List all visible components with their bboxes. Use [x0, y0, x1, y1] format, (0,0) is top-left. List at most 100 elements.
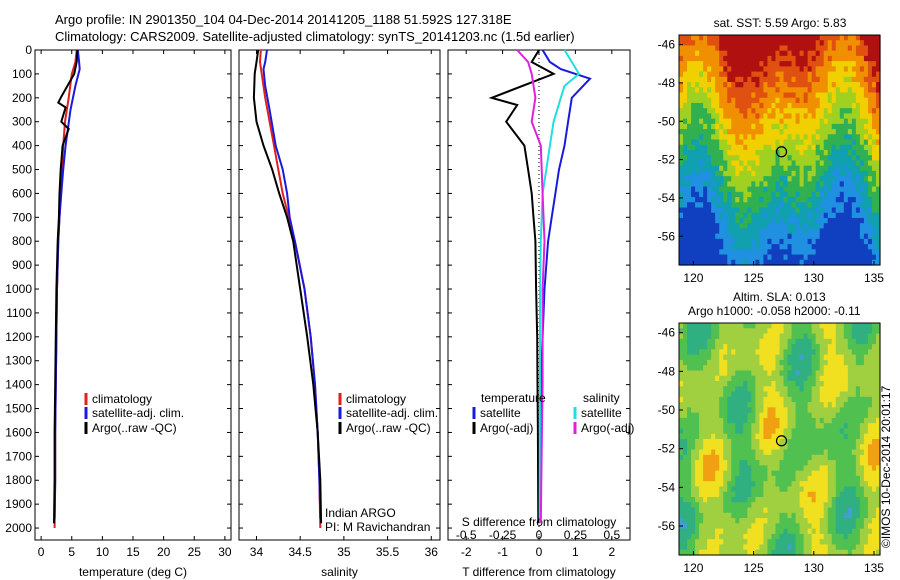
sst-cell [787, 181, 793, 188]
sst-cell [803, 228, 809, 235]
sst-cell [731, 207, 736, 214]
sla-cell [867, 449, 873, 456]
sst-cell [699, 223, 704, 230]
sla-cell [855, 354, 861, 361]
sla-cell [683, 460, 688, 466]
sst-cell [755, 238, 760, 245]
sst-cell [691, 108, 696, 115]
sst-cell [807, 97, 813, 104]
sst-cell [815, 87, 821, 94]
sst-cell [787, 108, 793, 115]
sst-cell [871, 144, 877, 151]
sla-cell [779, 328, 785, 335]
sla-cell [723, 539, 728, 546]
sst-cell [855, 233, 861, 240]
sla-cell [723, 407, 728, 414]
sst-cell [859, 71, 865, 78]
sla-cell [867, 417, 873, 424]
sla-cell [703, 507, 708, 514]
sst-cell [863, 123, 869, 130]
sla-cell [731, 460, 736, 466]
sst-cell [783, 97, 789, 104]
sla-cell [831, 497, 837, 503]
sla-cell [695, 481, 700, 488]
sla-cell [795, 475, 801, 482]
sla-cell [707, 365, 712, 372]
sla-cell [759, 533, 765, 540]
sst-cell [835, 186, 841, 193]
sla-cell [783, 470, 789, 477]
sla-cell [811, 344, 817, 350]
sla-cell [855, 323, 861, 329]
sst-cell [843, 102, 849, 109]
sst-heatmap [679, 35, 881, 266]
sla-cell [727, 465, 732, 472]
sst-cell [859, 191, 865, 198]
sla-cell [831, 486, 837, 493]
sla-cell [779, 544, 785, 551]
sla-cell [839, 407, 845, 414]
sst-cell [807, 87, 813, 94]
sla-cell [743, 449, 748, 456]
sst-cell [859, 134, 865, 141]
sla-cell [755, 460, 760, 466]
sst-cell [683, 254, 688, 261]
sst-cell [811, 87, 817, 94]
sst-cell [759, 118, 765, 125]
sst-cell [755, 207, 760, 214]
sla-cell [859, 507, 865, 514]
sla-cell [799, 370, 805, 377]
sla-cell [727, 491, 732, 498]
sst-cell [723, 71, 728, 78]
sst-cell [839, 217, 845, 224]
sla-cell [859, 533, 865, 540]
sla-cell [779, 359, 785, 366]
sla-cell [871, 528, 877, 535]
sla-cell [835, 381, 841, 387]
sst-cell [743, 150, 748, 156]
sst-ytick-label: -48 [658, 76, 676, 90]
sst-cell [803, 186, 809, 193]
sla-cell [779, 439, 785, 445]
sla-cell [779, 507, 785, 514]
sst-cell [847, 92, 853, 99]
sst-cell [871, 102, 877, 109]
sst-cell [783, 238, 789, 245]
sst-cell [715, 165, 720, 172]
sla-cell [783, 523, 789, 530]
sla-cell [715, 344, 720, 350]
sla-cell [747, 528, 752, 535]
sst-cell [807, 170, 813, 177]
sst-cell [819, 150, 825, 156]
sla-cell [755, 449, 760, 456]
header-line2: Climatology: CARS2009. Satellite-adjuste… [55, 29, 575, 44]
sla-cell [843, 433, 849, 440]
sst-cell [803, 71, 809, 78]
sst-cell [763, 97, 769, 104]
sst-cell [819, 35, 825, 41]
sla-cell [783, 507, 789, 514]
sst-cell [759, 244, 765, 250]
sla-cell [719, 539, 724, 546]
sst-cell [847, 202, 853, 209]
sst-cell [867, 87, 873, 94]
sla-cell [799, 333, 805, 340]
sst-cell [839, 165, 845, 172]
sst-cell [731, 202, 736, 209]
sla-cell [823, 518, 829, 524]
sst-cell [863, 134, 869, 141]
sst-cell [727, 181, 732, 188]
sla-cell [727, 365, 732, 372]
sst-cell [731, 82, 736, 88]
sst-cell [823, 92, 829, 99]
sst-cell [807, 108, 813, 115]
sst-cell [731, 212, 736, 219]
sst-cell [867, 55, 873, 62]
sst-cell [763, 228, 769, 235]
sla-cell [783, 481, 789, 488]
sla-cell [811, 444, 817, 451]
sla-cell [831, 338, 837, 345]
sst-cell [839, 150, 845, 156]
sla-cell [679, 349, 684, 356]
sst-cell [719, 197, 724, 203]
